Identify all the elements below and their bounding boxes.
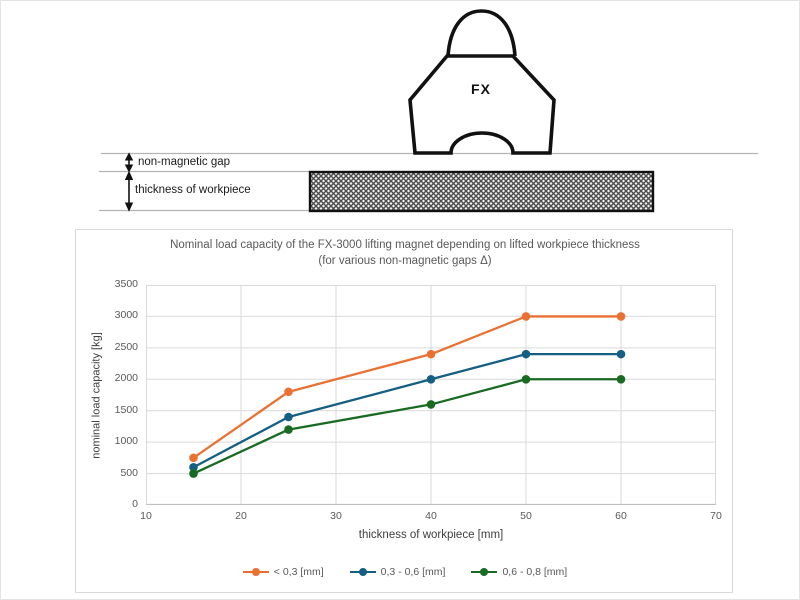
magnet-diagram <box>99 9 758 213</box>
x-tick-label: 10 <box>140 510 152 522</box>
workpiece-hatched-block <box>308 170 655 213</box>
legend-item: < 0,3 [mm] <box>242 566 324 578</box>
legend-item: 0,3 - 0,6 [mm] <box>349 566 446 578</box>
data-point <box>426 349 436 359</box>
plot-svg <box>145 284 717 506</box>
magnet-body <box>408 54 556 155</box>
data-point <box>521 374 531 384</box>
data-point <box>521 312 531 321</box>
data-point <box>521 349 531 359</box>
thickness-dimension-arrow <box>124 170 134 212</box>
legend-marker-icon <box>242 568 269 576</box>
chart-title: Nominal load capacity of the FX-3000 lif… <box>96 238 714 269</box>
x-tick-label: 70 <box>710 510 722 522</box>
data-point <box>189 469 198 478</box>
data-point <box>426 400 436 409</box>
x-tick-label: 60 <box>615 510 627 522</box>
x-tick-label: 30 <box>330 510 342 522</box>
data-point <box>616 349 626 359</box>
legend-marker-icon <box>471 568 498 576</box>
x-tick-label: 20 <box>235 510 247 522</box>
data-point <box>284 387 293 397</box>
chart-title-line2: (for various non-magnetic gaps Δ) <box>318 254 492 267</box>
x-axis-title: thickness of workpiece [mm] <box>358 529 504 541</box>
legend-label: 0,6 - 0,8 [mm] <box>502 566 568 578</box>
x-tick-label: 50 <box>520 510 532 522</box>
data-point <box>189 453 198 463</box>
data-point <box>426 374 436 384</box>
y-tick-label: 2500 <box>114 340 138 353</box>
magnet-fx-label: FX <box>471 81 491 97</box>
non-magnetic-gap-label: non-magnetic gap <box>138 156 231 168</box>
data-point <box>284 412 293 422</box>
series-line <box>192 315 621 459</box>
y-tick-label: 1500 <box>114 403 138 416</box>
legend: < 0,3 [mm] 0,3 - 0,6 [mm] 0,6 - 0,8 [mm] <box>76 566 734 578</box>
y-tick-label: 500 <box>120 466 138 479</box>
x-tick-label: 40 <box>425 510 437 522</box>
legend-marker-icon <box>349 568 376 576</box>
data-point <box>284 425 293 434</box>
y-tick-label: 0 <box>132 498 138 510</box>
gap-dimension-arrow <box>124 152 134 173</box>
plot-area <box>145 284 717 506</box>
y-tick-label: 3000 <box>114 309 138 322</box>
chart-title-line1: Nominal load capacity of the FX-3000 lif… <box>170 239 640 251</box>
magnet-dome <box>446 9 517 57</box>
legend-label: 0,3 - 0,6 [mm] <box>380 566 446 578</box>
data-point <box>616 374 626 384</box>
data-point <box>616 312 626 321</box>
y-tick-label: 1000 <box>114 435 138 448</box>
chart-container: Nominal load capacity of the FX-3000 lif… <box>75 229 733 593</box>
y-tick-label: 2000 <box>114 372 138 385</box>
data-point <box>189 462 198 472</box>
series-line <box>193 378 621 475</box>
thickness-of-workpiece-label: thickness of workpiece <box>135 184 251 196</box>
legend-item: 0,6 - 0,8 [mm] <box>471 566 567 578</box>
y-tick-label: 3500 <box>114 278 138 290</box>
legend-label: < 0,3 [mm] <box>273 566 324 578</box>
